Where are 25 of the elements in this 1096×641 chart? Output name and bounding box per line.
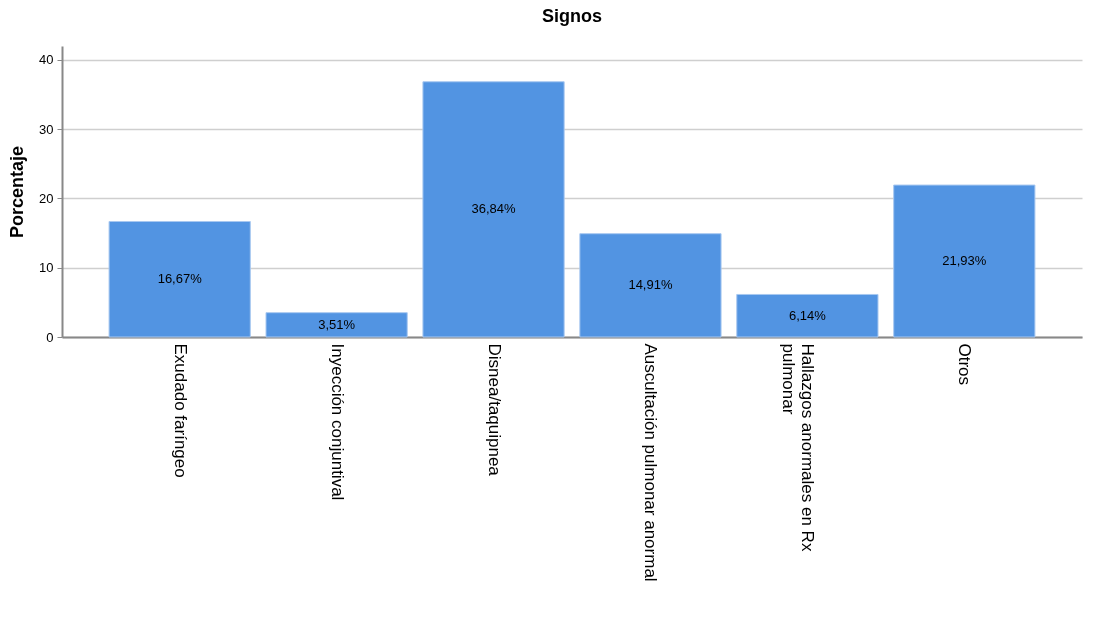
y-tick-label: 30	[39, 121, 54, 137]
x-tick-label: Disnea/taquipnea	[484, 343, 504, 477]
y-axis-title: Porcentaje	[7, 145, 28, 239]
x-tick-label: Exudado faríngeo	[170, 343, 190, 478]
bar	[736, 293, 879, 338]
bar	[108, 221, 251, 338]
y-tick-label: 20	[39, 190, 54, 206]
data-label: 3,51%	[318, 316, 356, 332]
bar	[579, 233, 722, 338]
data-label: 16,67%	[157, 271, 203, 287]
y-tick-label: 10	[39, 260, 54, 276]
bar	[265, 312, 408, 338]
data-label: 6,14%	[788, 307, 827, 323]
x-tick-label: Auscultación pulmonar anormal	[641, 343, 661, 582]
x-tick-label: Otros	[955, 343, 975, 386]
bar	[422, 81, 565, 338]
bar	[893, 184, 1036, 338]
x-tick-label: Hallazgos anormales en Rx pulmonar	[779, 343, 818, 552]
x-tick-label: Inyección conjuntival	[327, 343, 347, 501]
data-label: 21,93%	[942, 253, 987, 269]
data-label: 14,91%	[628, 277, 673, 293]
y-tick-label: 40	[39, 52, 54, 68]
y-tick-label: 0	[46, 329, 54, 345]
chart-title: Signos	[541, 6, 603, 26]
data-label: 36,84%	[471, 201, 517, 217]
